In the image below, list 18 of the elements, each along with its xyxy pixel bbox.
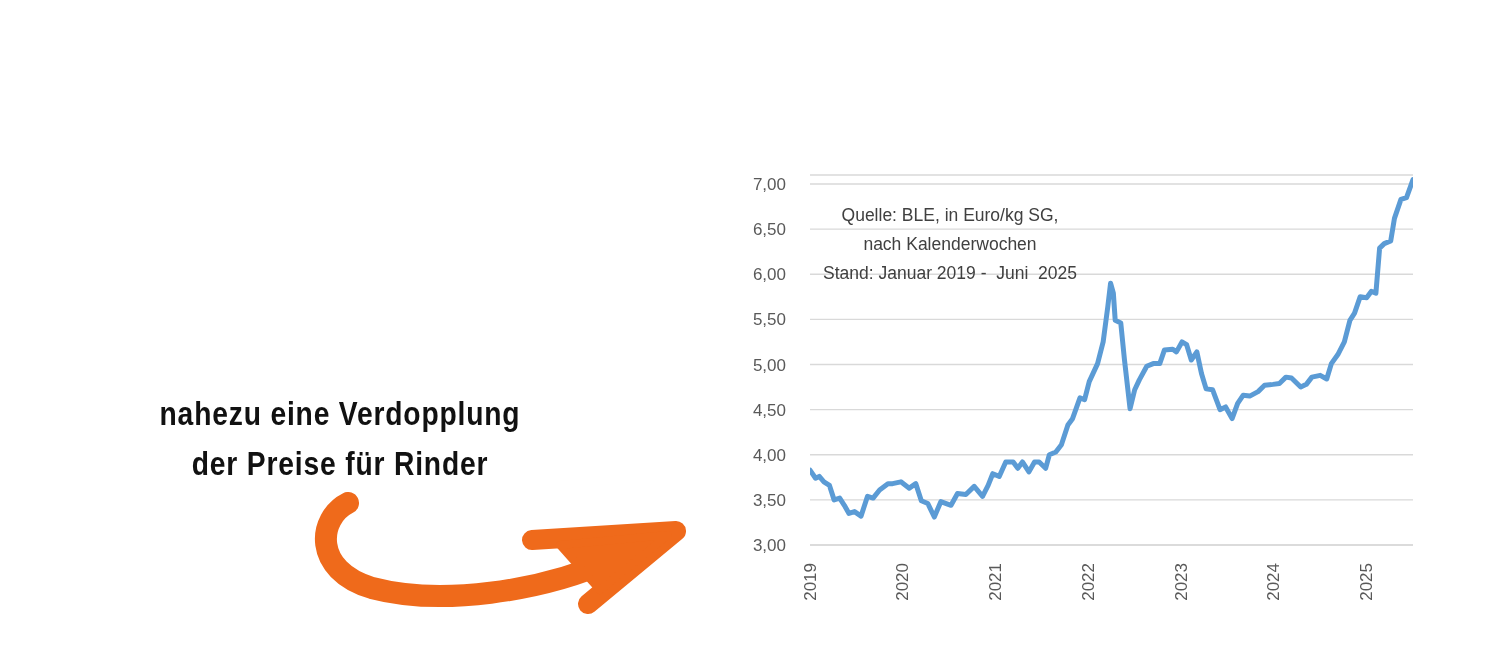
x-tick-label: 2019 <box>800 563 820 601</box>
annotation: Quelle: BLE, in Euro/kg SG, nach Kalenderwochen Stand: Januar 2019 - Juni 2025 <box>822 204 1078 285</box>
y-tick-label: 5,50 <box>752 310 786 330</box>
y-tick-label: 6,00 <box>752 265 786 285</box>
y-tick-label: 6,50 <box>752 220 786 240</box>
text: nahezu eine Verdopplung der Preise für Rinder <box>158 393 522 484</box>
x-tick-label: 2021 <box>986 563 1006 601</box>
y-tick-label: 3,00 <box>752 536 786 556</box>
x-tick-label: 2020 <box>893 563 913 601</box>
y-tick-label: 4,00 <box>752 445 786 465</box>
x-tick-label: 2024 <box>1264 563 1284 601</box>
x-tick-label: 2025 <box>1357 563 1377 601</box>
y-tick-label: 3,50 <box>752 490 786 510</box>
y-tick-label: 5,00 <box>752 355 786 375</box>
x-tick-label: 2023 <box>1171 563 1191 601</box>
y-tick-label: 7,00 <box>752 175 786 195</box>
y-tick-label: 4,50 <box>752 400 786 420</box>
x-tick-label: 2022 <box>1078 563 1098 601</box>
